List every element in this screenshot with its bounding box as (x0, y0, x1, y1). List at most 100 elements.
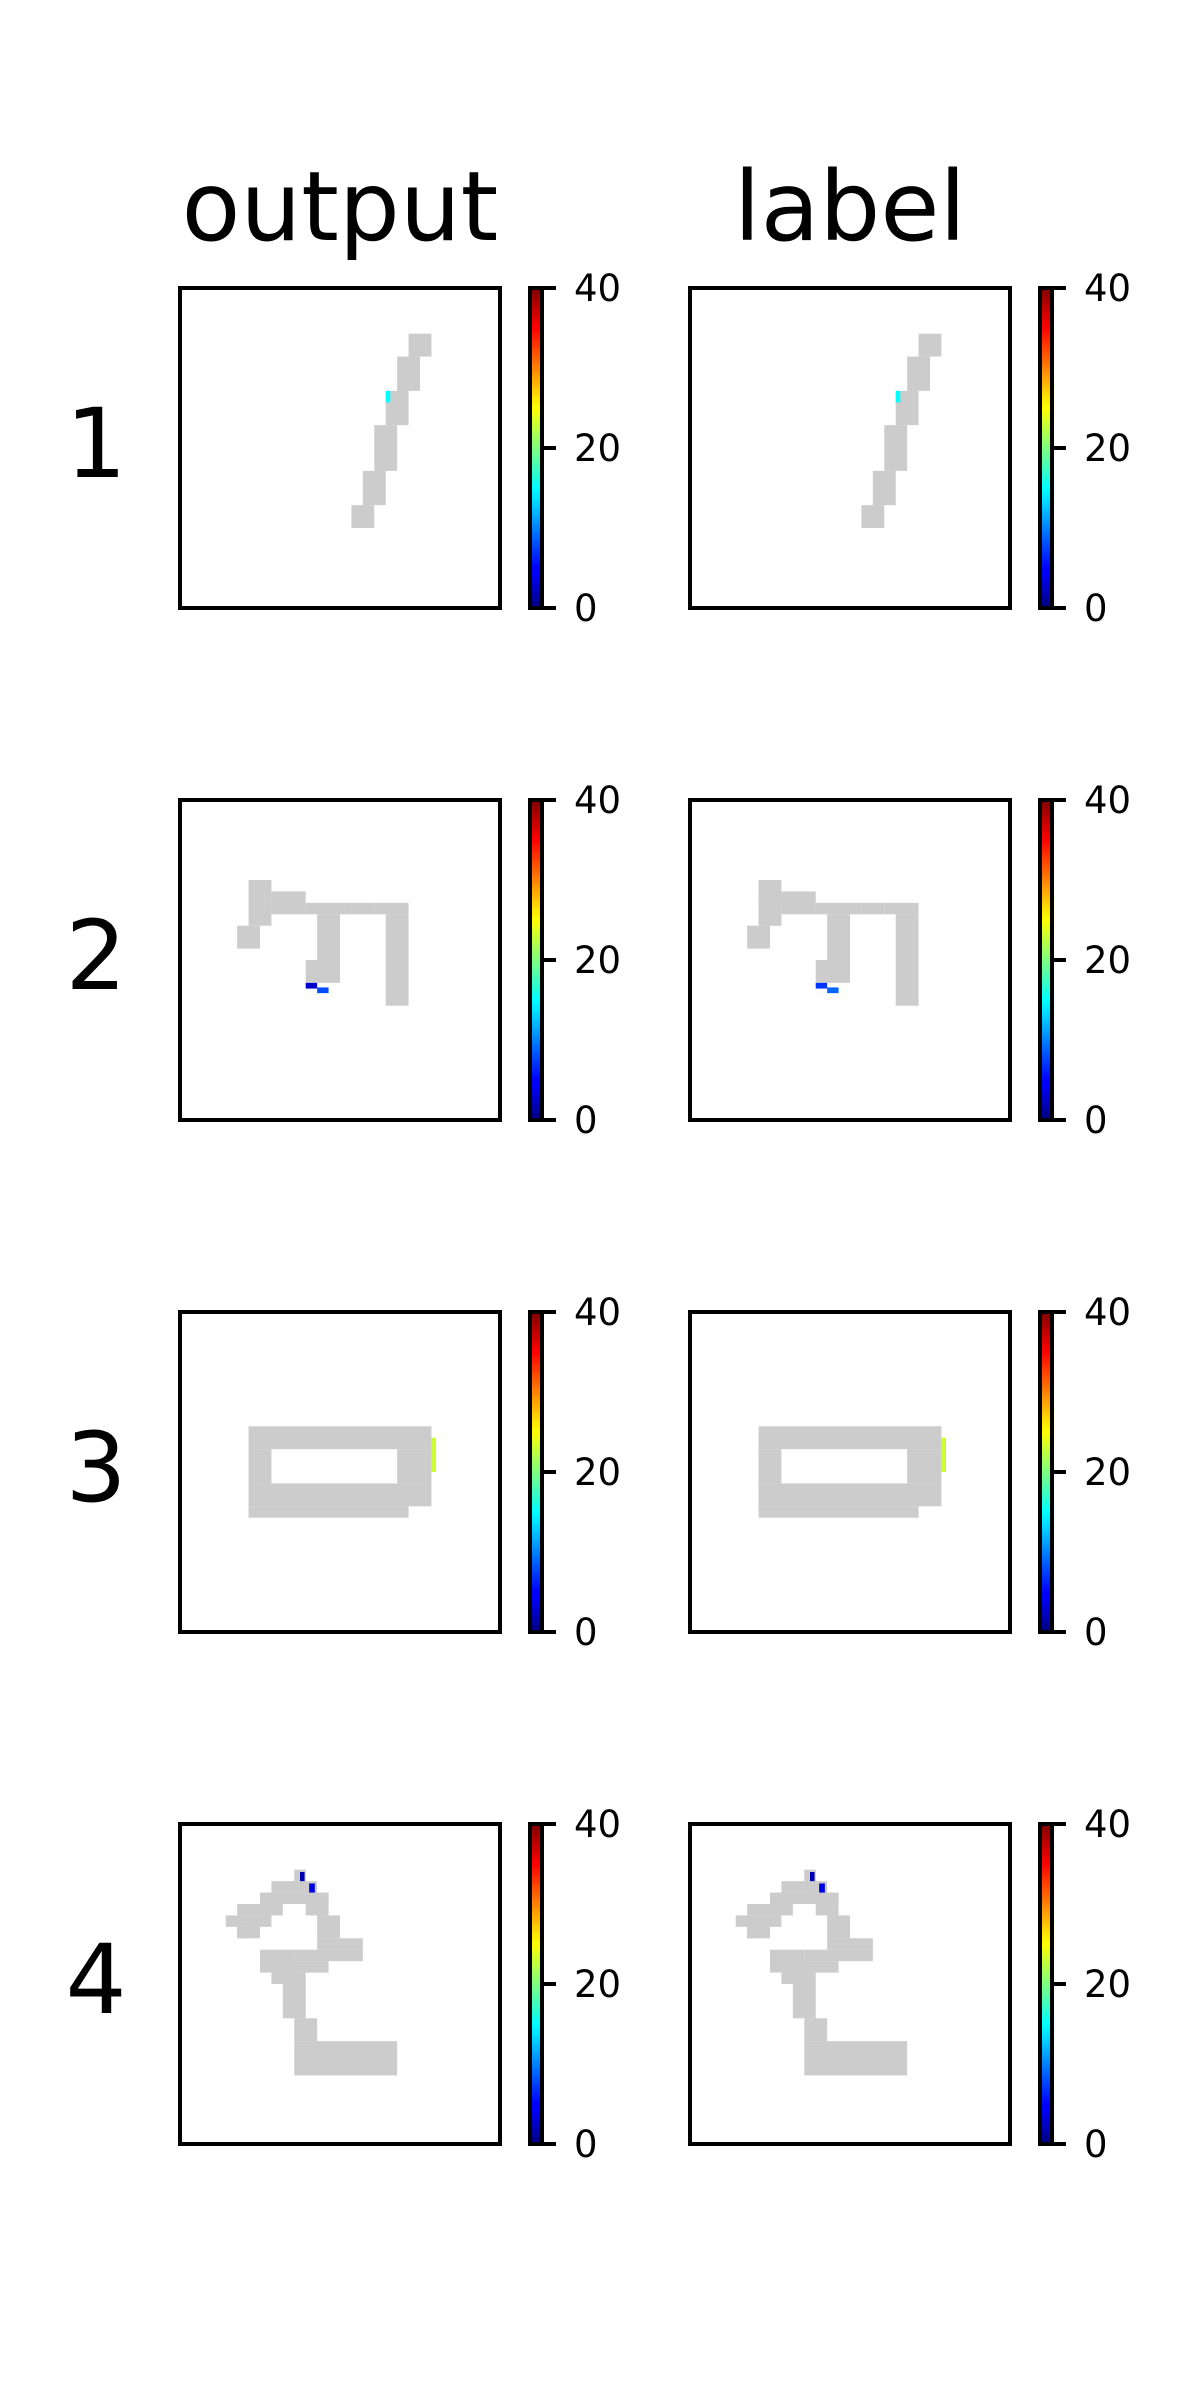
panel-2-output-trace-block (248, 902, 272, 926)
panel-2-label-trace-block (827, 914, 850, 972)
panel-4-output-trace-block (225, 1915, 272, 1927)
panel-4-label-trace-block (815, 1892, 839, 1916)
panel-2-output-trace-block (305, 960, 340, 983)
panel-2-label-value-cell (815, 982, 828, 989)
panel-4-label-background (690, 1824, 1010, 2144)
panel-4-label-colorbar (1040, 1824, 1052, 2144)
panel-4-output-colorbar (530, 1824, 542, 2144)
panel-2-output-trace-block (237, 925, 260, 949)
panel-1-output-background (180, 288, 500, 608)
panel-4-label-trace-block (781, 1881, 828, 1893)
panel-3-label-colorbar-tick-label: 20 (1084, 1451, 1131, 1494)
panel-4-label-trace-block (735, 1915, 782, 1927)
panel-1-label-trace-block (895, 390, 919, 426)
panel-2-label-trace-block (884, 902, 919, 915)
panel-2-label-trace-block (747, 925, 770, 949)
panel-2-label: 0 20 40 (688, 779, 1131, 1142)
panel-4-label: 0 20 40 (688, 1803, 1131, 2166)
panel-1-label-background (690, 288, 1010, 608)
panel-4-output-colorbar-tick-label: 40 (574, 1803, 621, 1846)
panel-2-output-colorbar-tick-label: 40 (574, 779, 621, 822)
panel-2-output-trace-block (374, 902, 409, 915)
panel-3-label: 0 20 40 (688, 1291, 1131, 1654)
panel-3-label-trace-block (758, 1506, 919, 1518)
panel-4-output-trace-block (294, 2018, 318, 2042)
panel-3-output-colorbar-tick-label: 20 (574, 1451, 621, 1494)
panel-2-output-value-cell (317, 987, 329, 994)
panel-1-label: 0 20 40 (688, 267, 1131, 630)
panel-1-label-trace-block (907, 356, 930, 391)
panel-1-output-trace-block (397, 356, 420, 391)
panel-3-output-colorbar-tick-label: 0 (574, 1611, 598, 1654)
panel-4-label-trace-block (781, 1961, 839, 1973)
panel-4-output-trace-block (260, 1892, 329, 1904)
panel-3-label-trace-block (758, 1449, 782, 1484)
panel-1-label-trace-block (918, 333, 942, 357)
panel-1-output-trace-block (362, 470, 386, 506)
panel-1-output-trace-block (374, 425, 398, 471)
panel-4-output-trace-block (271, 1881, 318, 1893)
panel-4-label-colorbar-tick-label: 0 (1084, 2123, 1108, 2166)
panel-3-output-trace-block (248, 1426, 432, 1450)
panel-3-label-trace-block (907, 1449, 942, 1484)
panel-1-output-colorbar (530, 288, 542, 608)
row-label-1: 1 (65, 388, 126, 500)
panel-grid: 0 20 40 0 20 40 0 20 40 0 20 40 0 20 40 0 20 40 0 20 40 0 20 40 (178, 267, 1131, 2166)
panel-3-output-trace-block (397, 1449, 432, 1484)
panel-2-label-trace-block (861, 902, 885, 915)
panel-2-label-colorbar-tick-label: 0 (1084, 1099, 1108, 1142)
panel-2-output-trace-block (351, 902, 375, 915)
panel-3-output-trace-block (248, 1506, 409, 1518)
panel-2-output-colorbar (530, 800, 542, 1120)
panel-4-label-value-cell (810, 1872, 815, 1882)
panel-1-label-colorbar (1040, 288, 1052, 608)
panel-4-output-background (180, 1824, 500, 2144)
panel-4-label-trace-block (827, 1938, 873, 1950)
panel-2-label-colorbar-tick-label: 20 (1084, 939, 1131, 982)
panel-2-label-trace-block (815, 902, 862, 915)
panel-2-label-value-cell (827, 987, 839, 994)
panel-4-output-colorbar-tick-label: 20 (574, 1963, 621, 2006)
panel-2-output-colorbar-tick-label: 20 (574, 939, 621, 982)
panel-2-label-trace-block (758, 902, 782, 926)
panel-4-output-trace-block (317, 1938, 363, 1950)
panel-4-label-value-cell (819, 1883, 825, 1893)
panel-4-output-trace-block (237, 1904, 283, 1916)
panel-3-output-colorbar (530, 1312, 542, 1632)
panel-1-output: 0 20 40 (178, 267, 621, 630)
panel-1-label-trace-block (884, 425, 908, 471)
panel-4-output-trace-block (271, 1961, 329, 1973)
panel-4-output-frame (178, 1822, 502, 2146)
panel-4-label-trace-block (804, 2018, 828, 2042)
panel-4-output-trace-block (294, 2041, 398, 2076)
panel-4-label-trace-block (770, 1949, 805, 1973)
panel-2-label-colorbar (1040, 800, 1052, 1120)
panel-2-output-trace-block (385, 914, 409, 1006)
panel-2-output-trace-block (305, 902, 352, 915)
panel-1-label-colorbar-tick-label: 40 (1084, 267, 1131, 310)
panel-4-label-trace-block (804, 1949, 873, 1962)
panel-4-label-colorbar-tick-label: 40 (1084, 1803, 1131, 1846)
panel-3-output: 0 20 40 (178, 1291, 621, 1654)
panel-2-output: 0 20 40 (178, 779, 621, 1142)
panel-4-label-trace-block (827, 1915, 850, 1939)
panel-4-label-colorbar-tick-label: 20 (1084, 1963, 1131, 2006)
panel-3-output-colorbar-tick-label: 40 (574, 1291, 621, 1334)
panel-4-output-trace-block (260, 1949, 295, 1973)
panel-2-output-value-cell (305, 982, 318, 989)
panel-3-label-background (690, 1312, 1010, 1632)
panel-3-label-colorbar-tick-label: 40 (1084, 1291, 1131, 1334)
panel-1-output-frame (178, 286, 502, 610)
panel-4-label-trace-block (792, 1984, 816, 2019)
panel-4-output-value-cell (300, 1872, 305, 1882)
panel-3-label-trace-block (758, 1426, 942, 1450)
panel-2-output-colorbar-tick-label: 0 (574, 1099, 598, 1142)
panel-1-output-value-cell (385, 390, 391, 403)
panel-2-output-trace-block (271, 891, 306, 915)
panel-3-label-value-cell (941, 1437, 946, 1472)
panel-4-output-colorbar-tick-label: 0 (574, 2123, 598, 2166)
panel-1-label-colorbar-tick-label: 20 (1084, 427, 1131, 470)
panel-3-output-trace-block (248, 1483, 432, 1507)
panel-4-output-trace-block (271, 1972, 306, 1984)
